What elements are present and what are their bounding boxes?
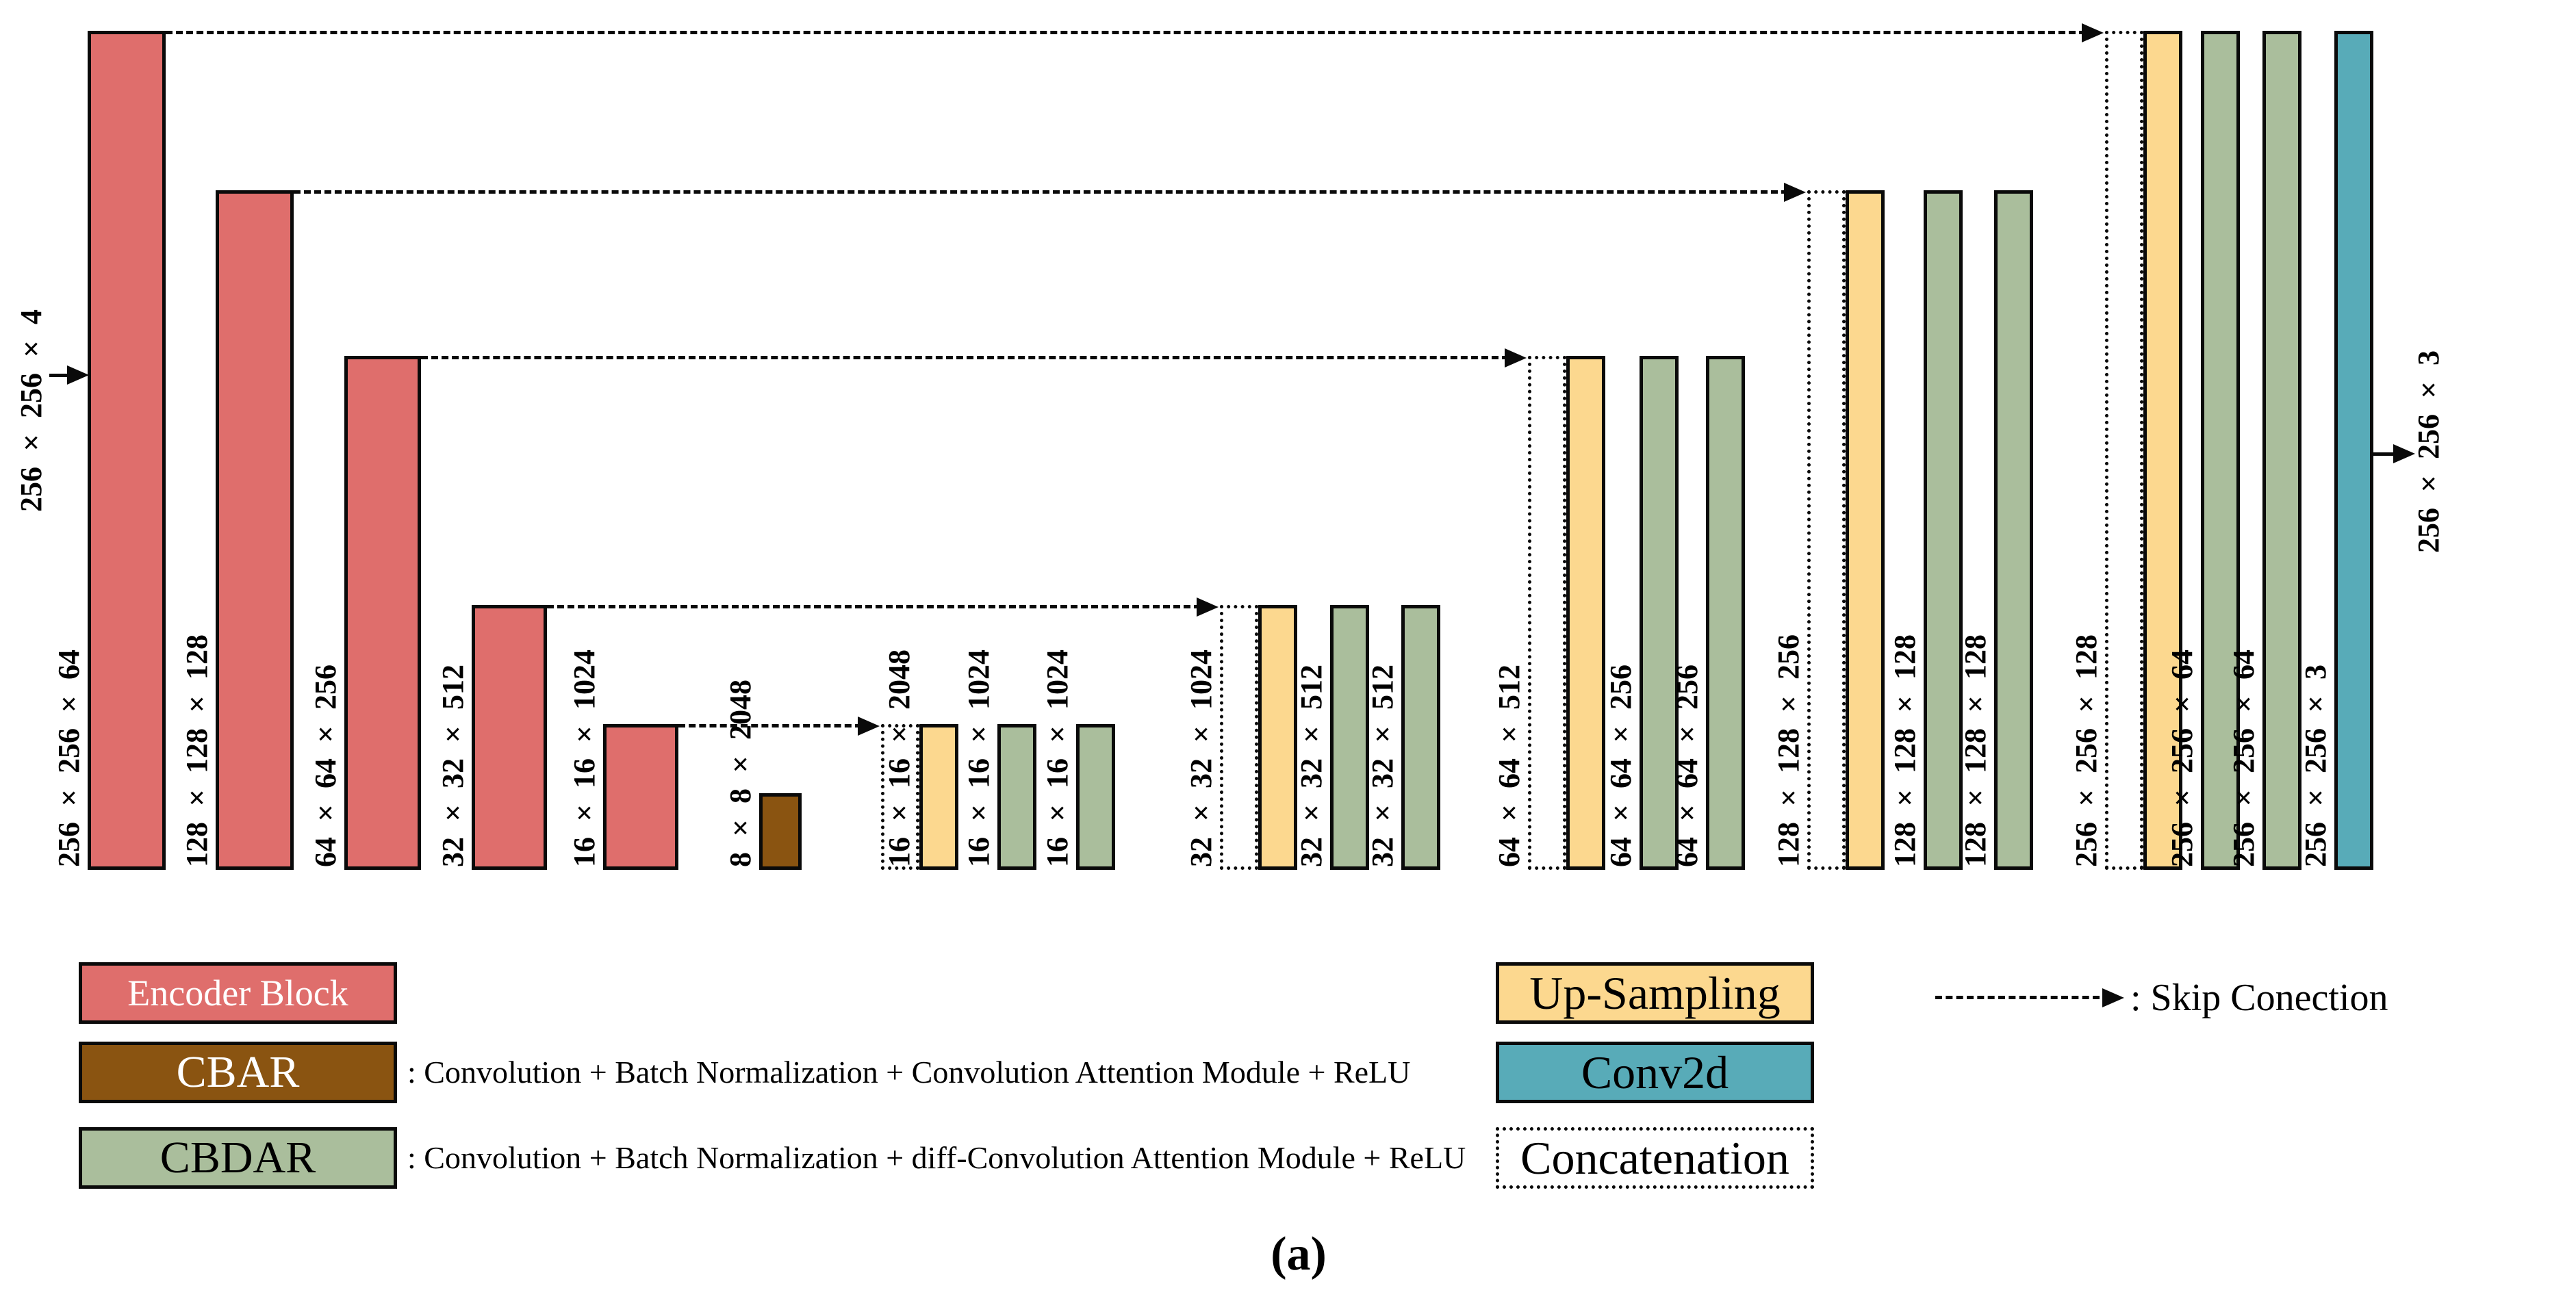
dim-label: 64 × 64 × 512 [1492, 665, 1526, 867]
output-arrow-line [2373, 452, 2395, 456]
output-dim-label-text: 256 × 256 × 3 [2411, 350, 2445, 553]
concatenation-box [1807, 190, 1846, 870]
figure-caption: (a) [1271, 1228, 1327, 1280]
encoder-bar [603, 724, 678, 870]
dim-label: 256 × 256 × 64 [52, 649, 86, 867]
encoder-bar [472, 605, 547, 870]
legend-cbdar-description: : Convolution + Batch Normalization + di… [407, 1140, 1466, 1175]
skip-connection-arrowhead-icon [1505, 348, 1527, 368]
upsampling-bar [1258, 605, 1297, 870]
dim-label: 64 × 64 × 256 [309, 665, 342, 867]
dim-label: 256 × 256 × 64 [2165, 649, 2199, 867]
legend-concatenation-swatch: Concatenation [1496, 1127, 1814, 1189]
dim-label: 64 × 64 × 256 [1604, 665, 1637, 867]
skip-connection-line [547, 605, 1201, 608]
concatenation-box [2105, 31, 2143, 870]
concatenation-box [1220, 605, 1258, 870]
cbdar-bar [1401, 605, 1440, 870]
legend-encoder-block-swatch: Encoder Block [79, 962, 397, 1024]
legend-cbdar-label: CBDAR [160, 1133, 316, 1183]
legend-cbar-description: : Convolution + Batch Normalization + Co… [407, 1055, 1411, 1090]
dim-label: 256 × 256 × 3 [2299, 665, 2332, 867]
skip-connection-line [166, 31, 2086, 34]
dim-label: 256 × 256 × 64 [2227, 649, 2260, 867]
legend-cbar-label: CBAR [176, 1047, 300, 1097]
dim-label: 128 × 128 × 256 [1772, 634, 1805, 867]
dim-label: 64 × 64 × 256 [1670, 665, 1704, 867]
cbdar-bar [1994, 190, 2033, 870]
dim-label: 8 × 8 × 2048 [724, 680, 757, 867]
skip-connection-arrowhead-icon [1197, 597, 1219, 617]
input-dim-label: 256 × 256 × 4 [14, 240, 49, 582]
dim-label: 128 × 128 × 128 [180, 634, 214, 867]
skip-connection-arrowhead-icon [2082, 23, 2104, 42]
legend-encoder-block-label: Encoder Block [127, 972, 348, 1014]
legend-upsampling-swatch: Up-Sampling [1496, 962, 1814, 1024]
output-arrowhead-icon [2393, 444, 2415, 463]
upsampling-bar [1566, 356, 1605, 870]
legend-skip-connection-arrowhead-icon [2102, 988, 2124, 1007]
legend-cbdar-swatch: CBDAR [79, 1127, 397, 1189]
legend-conv2d-label: Conv2d [1581, 1046, 1729, 1098]
dim-label: 128 × 128 × 128 [1959, 634, 1992, 867]
conv2d-bar [2334, 31, 2373, 870]
legend-conv2d-swatch: Conv2d [1496, 1042, 1814, 1103]
encoder-bar [344, 356, 421, 870]
skip-connection-line [678, 724, 862, 727]
cbdar-bar [1076, 724, 1115, 870]
dim-label: 16 × 16 × 1024 [1041, 649, 1074, 867]
cbdar-bar [2201, 31, 2240, 870]
legend-concatenation-label: Concatenation [1520, 1131, 1789, 1184]
cbdar-bar [1706, 356, 1745, 870]
encoder-bar [216, 190, 294, 870]
cbdar-bar [1330, 605, 1369, 870]
input-arrowhead-icon [67, 365, 89, 385]
skip-connection-line [294, 190, 1788, 194]
legend-cbar-swatch: CBAR [79, 1042, 397, 1103]
input-dim-label-text: 256 × 256 × 4 [14, 309, 48, 512]
dim-label: 32 × 32 × 1024 [1184, 649, 1218, 867]
cbdar-bar [1640, 356, 1679, 870]
cbdar-bar [997, 724, 1036, 870]
encoder-bar [88, 31, 166, 870]
upsampling-bar [2143, 31, 2182, 870]
dim-label: 32 × 32 × 512 [436, 665, 470, 867]
dim-label: 256 × 256 × 128 [2069, 634, 2103, 867]
output-dim-label: 256 × 256 × 3 [2411, 281, 2447, 623]
input-arrow-line [49, 374, 68, 377]
dim-label: 32 × 32 × 512 [1366, 665, 1399, 867]
cbdar-bar [2262, 31, 2301, 870]
upsampling-bar [1846, 190, 1885, 870]
dim-label: 32 × 32 × 512 [1295, 665, 1328, 867]
skip-connection-arrowhead-icon [1784, 183, 1806, 202]
dim-label: 16 × 16 × 1024 [568, 649, 601, 867]
upsampling-bar [919, 724, 958, 870]
legend-skip-connection-line [1935, 996, 2100, 999]
dim-label: 16 × 16 × 2048 [882, 649, 916, 867]
cbdar-bar [1924, 190, 1963, 870]
legend-skip-connection-label: : Skip Conection [2130, 977, 2388, 1019]
dim-label: 128 × 128 × 128 [1888, 634, 1922, 867]
dim-label: 16 × 16 × 1024 [962, 649, 995, 867]
concatenation-box [881, 724, 919, 870]
cbar-bottleneck-bar [759, 793, 802, 870]
skip-connection-line [421, 356, 1509, 359]
skip-connection-arrowhead-icon [858, 717, 880, 736]
legend-upsampling-label: Up-Sampling [1529, 966, 1781, 1019]
concatenation-box [1528, 356, 1566, 870]
